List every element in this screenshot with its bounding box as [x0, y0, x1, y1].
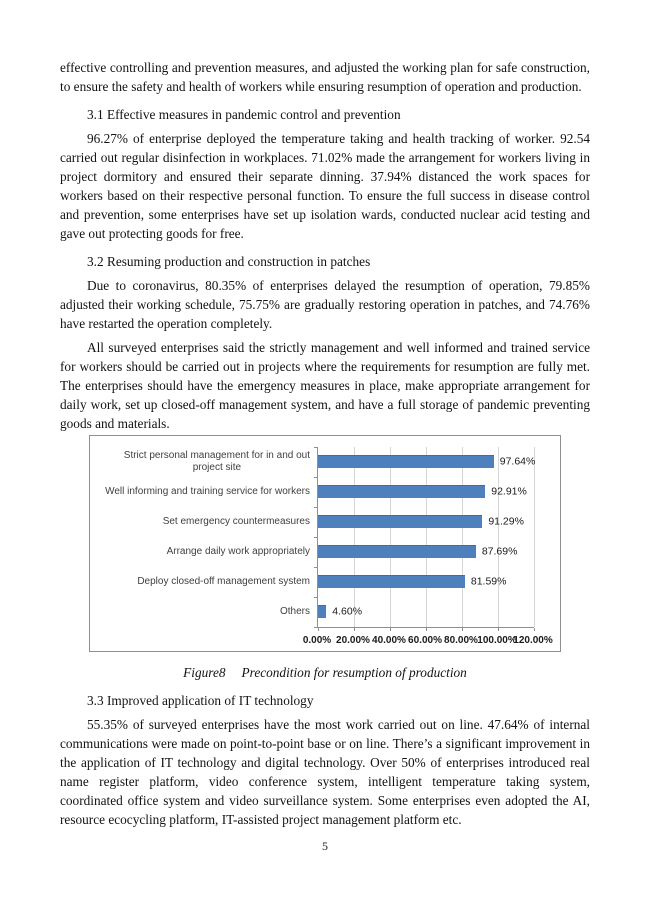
chart-value-label: 97.64% — [499, 455, 536, 468]
chart-bar — [318, 515, 483, 528]
paragraph-3-1: 96.27% of enterprise deployed the temper… — [60, 131, 590, 241]
chart-category-label: Set emergency countermeasures — [162, 516, 310, 527]
chart-gridline — [389, 447, 391, 627]
chart-category-label: Strict personal management for in and ou… — [123, 450, 310, 473]
figure-caption: Figure8 Precondition for resumption of pr… — [60, 663, 590, 682]
chart-category-axis: Strict personal management for in and ou… — [90, 447, 317, 627]
chart-gridline — [498, 447, 499, 627]
chart-bar — [318, 485, 486, 498]
chart-bar-row: 81.59% — [318, 567, 534, 597]
chart-gridline — [353, 447, 355, 627]
chart-value-label: 4.60% — [332, 605, 363, 618]
chart-y-tick — [314, 597, 318, 598]
chart-category-label: Arrange daily work appropriately — [166, 546, 310, 557]
chart-x-tick — [389, 628, 391, 631]
chart-x-tick-label: 60.00% — [408, 635, 442, 646]
chart-gridline — [426, 447, 427, 627]
chart-bar — [318, 605, 327, 618]
chart-value-label: 87.69% — [481, 545, 518, 558]
chart-bar-row: 92.91% — [318, 477, 534, 507]
chart-bar — [318, 455, 494, 468]
chart-x-tick — [318, 628, 319, 631]
chart-bar-row: 4.60% — [318, 597, 534, 627]
chart-y-tick — [314, 447, 318, 448]
chart-y-tick — [314, 537, 318, 538]
chart-category-label: Well informing and training service for … — [105, 486, 310, 497]
paragraph-3-3: 55.35% of surveyed enterprises have the … — [60, 717, 590, 827]
figure8-bar-chart: Strict personal management for in and ou… — [89, 435, 561, 652]
chart-y-tick — [314, 627, 318, 628]
figure-caption-text: Precondition for resumption of productio… — [241, 665, 467, 680]
chart-x-tick-label: 0.00% — [302, 635, 332, 646]
section-heading-3-2: 3.2 Resuming production and construction… — [87, 254, 371, 269]
paragraph-3-2: Due to coronavirus, 80.35% of enterprise… — [60, 278, 590, 331]
chart-value-axis: 0.00% 20.00% 40.00% 60.00% 80.00% 100.00% 120.… — [303, 627, 553, 652]
paragraph-3-2b: All surveyed enterprises said the strict… — [60, 340, 590, 431]
chart-y-tick — [314, 507, 318, 508]
chart-value-label: 92.91% — [491, 485, 527, 498]
chart-x-tick-label: 120.00% — [513, 635, 553, 646]
chart-x-tick — [498, 628, 499, 631]
chart-x-tick-label: 100.00% — [477, 635, 517, 646]
section-heading-3-3: 3.3 Improved application of IT technolog… — [87, 693, 314, 708]
chart-value-label: 81.59% — [470, 575, 507, 588]
chart-x-tick — [426, 628, 427, 631]
chart-bar-row: 91.29% — [318, 507, 534, 537]
chart-bar — [318, 575, 465, 588]
chart-bar-row: 97.64% — [318, 447, 536, 477]
page-number: 5 — [322, 839, 328, 853]
chart-x-tick — [461, 628, 463, 631]
chart-gridline — [461, 447, 463, 627]
section-heading-3-1: 3.1 Effective measures in pandemic contr… — [87, 107, 401, 122]
chart-x-tick-label: 80.00% — [444, 635, 478, 646]
chart-x-tick — [353, 628, 355, 631]
chart-category-label: Deploy closed-off management system — [137, 576, 310, 587]
chart-value-label: 91.29% — [488, 515, 524, 528]
chart-y-tick — [314, 567, 318, 568]
paragraph-continuation: effective controlling and prevention mea… — [60, 60, 590, 94]
chart-x-tick — [534, 628, 535, 631]
chart-x-tick-label: 20.00% — [336, 635, 370, 646]
figure-caption-label: Figure8 — [183, 665, 226, 680]
chart-x-tick-label: 40.00% — [372, 635, 406, 646]
chart-plot-area-wrapper: Strict personal management for in and ou… — [90, 447, 560, 631]
chart-category-label: Others — [279, 606, 310, 617]
chart-bar-row: 87.69% — [318, 537, 534, 567]
chart-gridline — [534, 447, 535, 627]
chart-y-tick — [314, 477, 318, 478]
chart-plot-area: 97.64% 92.91% 91.29% 87.69% 81.59% 4.60% — [314, 447, 536, 631]
chart-bar — [318, 545, 476, 558]
